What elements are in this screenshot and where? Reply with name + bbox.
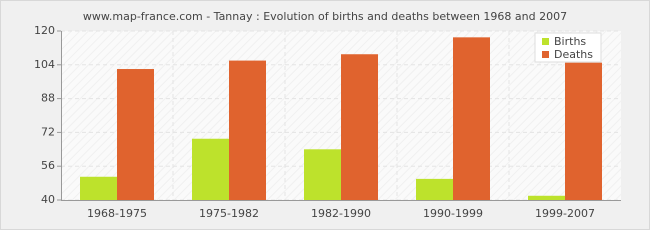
bar [416,178,453,200]
y-tick-label: 72 [41,125,55,138]
bar [304,149,341,200]
bar [565,62,602,200]
x-tick-label: 1999-2007 [535,207,595,220]
x-tick-label: 1990-1999 [423,207,483,220]
chart-title: www.map-france.com - Tannay : Evolution … [83,10,567,23]
bar [117,69,154,201]
chart: www.map-france.com - Tannay : Evolution … [0,0,650,230]
y-tick-label: 40 [41,193,55,206]
x-tick-label: 1975-1982 [199,207,259,220]
bar [341,54,378,200]
legend-label: Births [554,35,586,48]
y-tick-label: 88 [41,92,55,105]
legend-swatch [542,38,549,45]
bar [80,176,117,200]
y-tick-label: 56 [41,159,55,172]
x-tick-label: 1968-1975 [87,207,147,220]
bar [229,60,266,201]
legend-swatch [542,51,549,58]
bar [453,37,490,201]
bar [192,138,229,200]
x-tick-label: 1982-1990 [311,207,371,220]
y-tick-label: 120 [34,24,55,37]
y-tick-label: 104 [34,58,55,71]
bar [528,195,565,200]
legend-label: Deaths [554,48,593,61]
